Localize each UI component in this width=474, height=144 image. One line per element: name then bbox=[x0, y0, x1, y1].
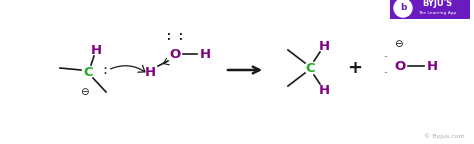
FancyArrowPatch shape bbox=[110, 65, 145, 72]
Text: C: C bbox=[305, 61, 315, 74]
Text: BYJU'S: BYJU'S bbox=[422, 0, 452, 8]
Text: H: H bbox=[319, 84, 329, 96]
Text: H: H bbox=[91, 43, 101, 56]
FancyBboxPatch shape bbox=[390, 0, 470, 19]
Text: C: C bbox=[83, 66, 93, 78]
Text: ··: ·· bbox=[383, 54, 389, 62]
Text: O: O bbox=[394, 59, 406, 72]
Text: ⊖: ⊖ bbox=[393, 39, 402, 49]
Text: ·: · bbox=[179, 35, 183, 45]
Text: b: b bbox=[400, 3, 406, 13]
Text: ·: · bbox=[167, 35, 171, 45]
Text: ·: · bbox=[167, 30, 171, 40]
FancyArrowPatch shape bbox=[164, 58, 169, 65]
Text: ·: · bbox=[179, 30, 183, 40]
Text: H: H bbox=[200, 48, 210, 60]
Text: The Learning App: The Learning App bbox=[418, 11, 456, 15]
Text: O: O bbox=[169, 48, 181, 60]
Text: ··: ·· bbox=[383, 70, 389, 78]
Circle shape bbox=[394, 0, 412, 17]
Text: © Byjus.com: © Byjus.com bbox=[424, 133, 465, 139]
Text: H: H bbox=[145, 66, 155, 78]
Text: H: H bbox=[319, 39, 329, 53]
Text: ⊖: ⊖ bbox=[80, 87, 88, 97]
Text: +: + bbox=[347, 59, 363, 77]
Text: H: H bbox=[427, 59, 438, 72]
Text: :: : bbox=[101, 64, 109, 76]
